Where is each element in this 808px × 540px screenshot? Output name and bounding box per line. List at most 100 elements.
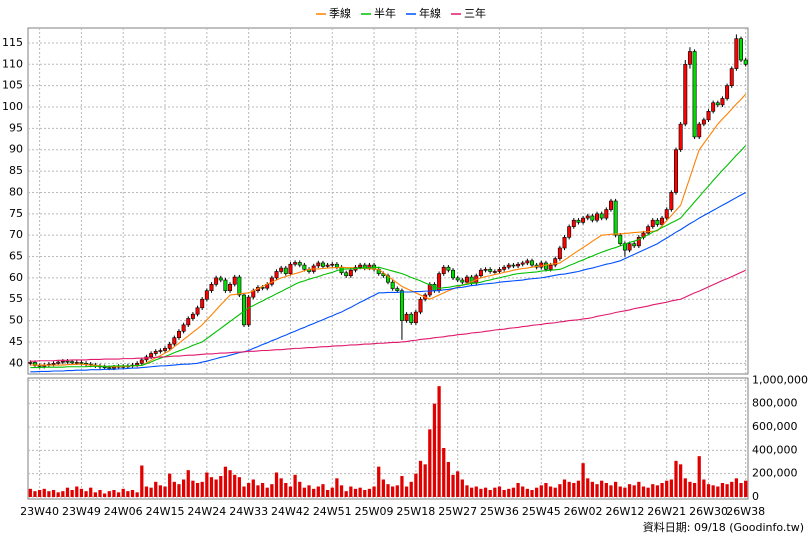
candle-body	[60, 360, 65, 363]
volume-bar	[600, 480, 604, 497]
volume-bar	[739, 483, 743, 497]
candle-body	[279, 267, 284, 272]
volume-bar	[168, 473, 172, 497]
candle-body	[334, 263, 339, 268]
candle-body	[404, 313, 409, 321]
volume-bar	[103, 493, 107, 497]
candle-body	[683, 64, 688, 125]
volume-bar	[247, 483, 251, 497]
volume-bar	[451, 474, 455, 497]
candle-body	[274, 271, 279, 279]
candle-body	[530, 260, 534, 266]
volume-bar	[330, 487, 334, 497]
volume-bar	[33, 491, 37, 497]
candle-body	[51, 363, 56, 365]
candle-body	[562, 237, 567, 249]
candle-body	[139, 359, 144, 364]
volume-bar	[325, 490, 330, 497]
candle-body	[502, 266, 507, 270]
volume-bar	[460, 479, 464, 497]
x-tick-label: 24W42	[271, 505, 310, 518]
y-tick-label: 40	[9, 356, 23, 369]
candle-body	[488, 269, 493, 272]
volume-bar	[84, 491, 88, 497]
candle-body	[288, 263, 293, 274]
candle-body	[604, 209, 609, 219]
volume-bar	[665, 480, 669, 497]
volume-bar	[56, 492, 60, 497]
volume-bar	[702, 479, 706, 497]
legend-label: 年線	[419, 6, 441, 20]
volume-bar	[228, 470, 232, 497]
volume-bar	[446, 462, 451, 497]
candle-body	[223, 279, 228, 292]
candle-body	[674, 149, 678, 193]
candle-body	[697, 123, 702, 138]
candle-body	[595, 213, 600, 221]
y2-tick-label: 600,000	[752, 420, 798, 433]
candle-body	[28, 362, 33, 364]
y-tick-label: 70	[9, 228, 23, 241]
candle-body	[200, 298, 205, 309]
volume-bar	[181, 479, 186, 497]
candle-body	[581, 217, 586, 223]
volume-bar	[186, 470, 190, 497]
candle-body	[190, 313, 195, 319]
volume-bar	[381, 479, 385, 497]
candle-body	[660, 217, 665, 225]
x-tick-label: 23W40	[20, 505, 59, 518]
volume-bar	[511, 487, 516, 497]
y-tick-label: 105	[2, 79, 23, 92]
volume-bar	[200, 481, 204, 497]
candle-body	[543, 262, 548, 270]
candle-body	[734, 38, 739, 69]
candle-body	[613, 200, 618, 236]
volume-bar	[353, 488, 358, 497]
volume-bar	[191, 480, 195, 497]
candle-body	[441, 266, 446, 274]
x-tick-label: 23W49	[62, 505, 101, 518]
volume-bar	[256, 485, 260, 497]
volume-bar	[344, 491, 348, 497]
x-tick-label: 24W06	[104, 505, 143, 518]
volume-bar	[692, 483, 697, 497]
candle-body	[409, 313, 414, 324]
volume-bar	[581, 463, 585, 497]
candle-body	[548, 264, 553, 270]
volume-bar	[79, 488, 84, 497]
volume-bar	[632, 485, 636, 497]
volume-bar	[302, 487, 307, 497]
volume-bar	[669, 479, 673, 497]
y2-tick-label: 0	[752, 490, 759, 503]
candle-body	[720, 98, 725, 106]
volume-bar	[339, 485, 344, 497]
volume-bar	[358, 487, 362, 497]
candle-body	[167, 343, 172, 349]
x-tick-label: 24W15	[146, 505, 185, 518]
candle-body	[56, 361, 61, 364]
ma-line	[30, 93, 747, 368]
y2-tick-label: 400,000	[752, 443, 798, 456]
candle-body	[516, 263, 521, 267]
candle-body	[163, 348, 168, 351]
volume-bar	[525, 488, 529, 497]
volume-bar	[242, 486, 246, 497]
candle-body	[37, 365, 42, 367]
y-tick-label: 60	[9, 271, 23, 284]
volume-bar	[516, 483, 520, 497]
volume-bar	[730, 481, 734, 497]
candle-body	[70, 361, 75, 364]
volume-bar	[432, 403, 437, 497]
volume-bar	[469, 487, 474, 497]
volume-bar	[172, 481, 176, 497]
volume-bar	[214, 479, 218, 497]
candle-body	[413, 311, 418, 324]
volume-bar	[502, 490, 506, 497]
candle-body	[218, 277, 223, 281]
x-tick-label: 25W45	[522, 505, 561, 518]
volume-bar	[177, 484, 181, 497]
candle-body	[743, 59, 748, 65]
candle-body	[228, 283, 233, 292]
volume-bar	[219, 476, 223, 497]
